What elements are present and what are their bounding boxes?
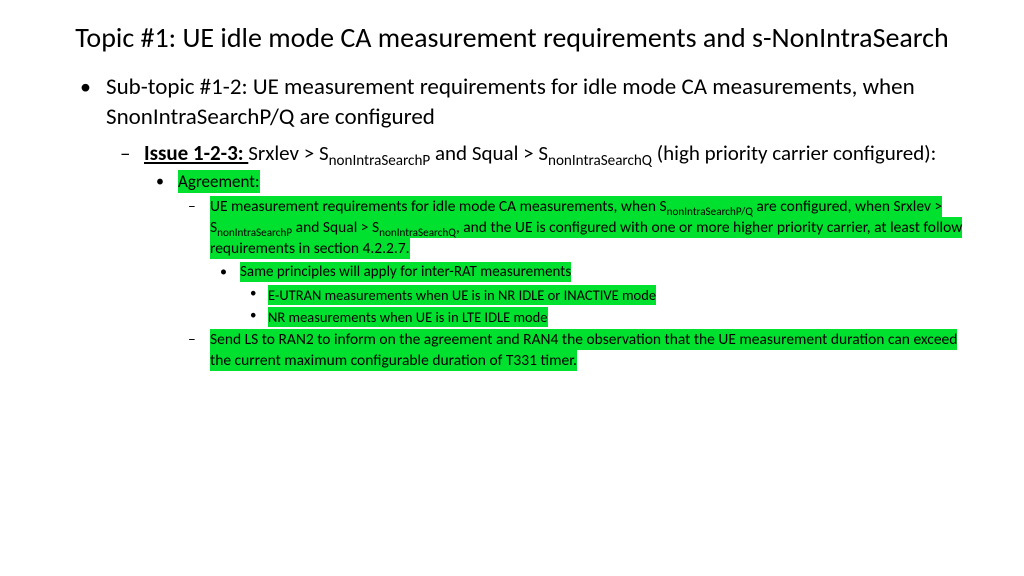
bullet-list-lvl4: UE measurement requirements for idle mod… [178,197,974,372]
ab-s3: nonIntraSearchQ [379,225,456,239]
issue-label: Issue 1-2-3: [144,140,248,166]
bullet-list-lvl2: Issue 1-2-3: Srxlev > SnonIntraSearchP a… [106,139,974,372]
eutran-item: E-UTRAN measurements when UE is in NR ID… [268,285,974,305]
subtopic-item: Sub-topic #1-2: UE measurement requireme… [106,73,974,372]
same-principles-text: Same principles will apply for inter-RAT… [240,262,571,282]
bullet-list-lvl5: Same principles will apply for inter-RAT… [210,262,974,328]
ab-s1: nonIntraSearchP/Q [667,204,753,218]
issue-text-3: (high priority carrier configured): [652,140,936,166]
agreement-item: Agreement: UE measurement requirements f… [178,171,974,372]
issue-text-1: Srxlev > S [248,140,328,166]
ls-item: Send LS to RAN2 to inform on the agreeme… [210,330,974,372]
slide: Topic #1: UE idle mode CA measurement re… [0,0,1024,576]
bullet-list-lvl1: Sub-topic #1-2: UE measurement requireme… [50,73,974,372]
same-principles-item: Same principles will apply for inter-RAT… [240,262,974,328]
issue-sub-2: nonIntraSearchQ [548,152,652,170]
bullet-list-lvl6: E-UTRAN measurements when UE is in NR ID… [240,285,974,328]
ls-text: Send LS to RAN2 to inform on the agreeme… [210,329,957,371]
slide-title: Topic #1: UE idle mode CA measurement re… [50,20,974,55]
ab-s2: nonIntraSearchP [217,225,292,239]
agreement-body-item: UE measurement requirements for idle mod… [210,197,974,327]
nr-text: NR measurements when UE is in LTE IDLE m… [268,307,548,327]
agreement-label: Agreement: [178,170,260,193]
agreement-body: UE measurement requirements for idle mod… [210,196,962,259]
issue-item: Issue 1-2-3: Srxlev > SnonIntraSearchP a… [144,139,974,372]
nr-item: NR measurements when UE is in LTE IDLE m… [268,307,974,327]
ab-1: UE measurement requirements for idle mod… [210,197,667,216]
subtopic-text: Sub-topic #1-2: UE measurement requireme… [106,73,915,131]
eutran-text: E-UTRAN measurements when UE is in NR ID… [268,285,656,305]
issue-text-2: and Squal > S [430,140,548,166]
issue-sub-1: nonIntraSearchP [329,152,431,170]
ab-3: and Squal > S [292,218,379,237]
bullet-list-lvl3: Agreement: UE measurement requirements f… [144,171,974,372]
